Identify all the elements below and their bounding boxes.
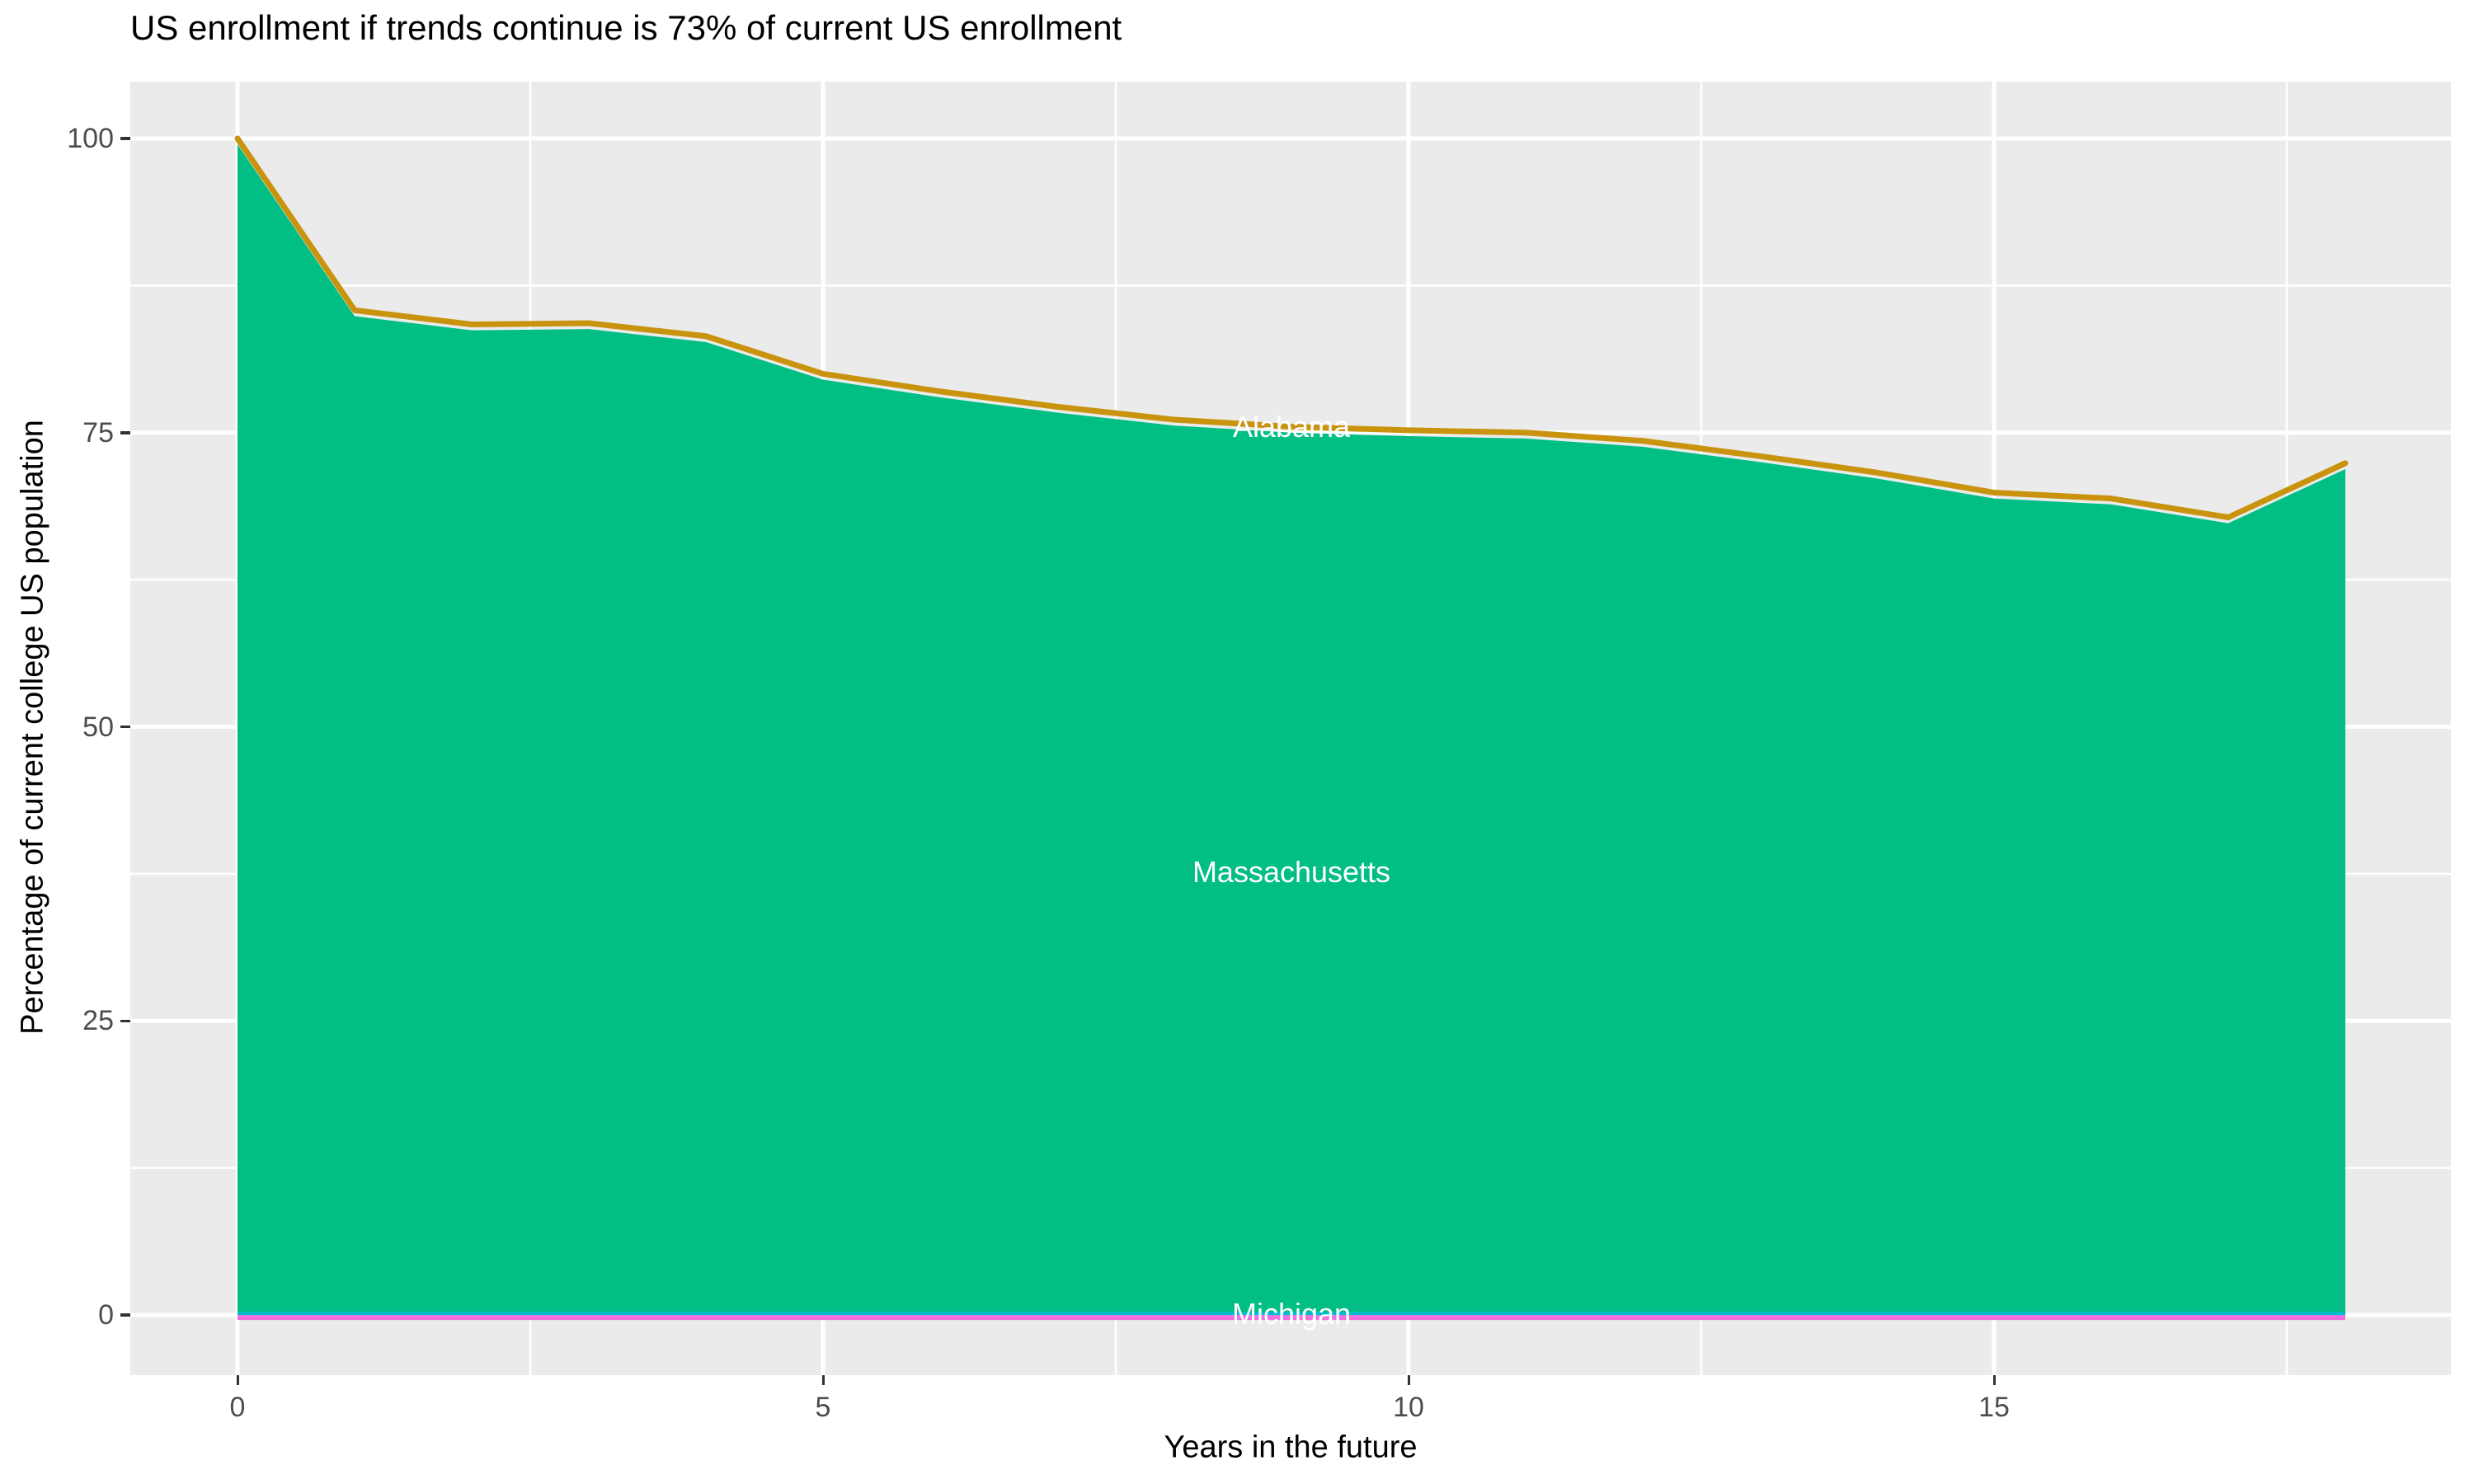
area-label-massachusetts: Massachusetts <box>1192 855 1391 890</box>
y-tick-mark <box>120 1019 130 1022</box>
area-massachusetts <box>238 144 2345 1315</box>
x-tick-mark <box>236 1375 239 1385</box>
y-tick-mark <box>120 431 130 434</box>
x-axis-title: Years in the future <box>1164 1430 1418 1465</box>
y-tick-label: 0 <box>98 1299 114 1331</box>
y-axis-title: Percentage of current college US populat… <box>15 420 50 1035</box>
area-alabama-top-line <box>234 135 2349 520</box>
x-tick-mark <box>821 1375 825 1385</box>
x-tick-label: 15 <box>1978 1392 2010 1423</box>
chart-svg <box>130 82 2451 1375</box>
area-label-michigan: Michigan <box>1231 1296 1352 1331</box>
y-tick-label: 25 <box>82 1005 114 1037</box>
x-tick-mark <box>1992 1375 1996 1385</box>
y-tick-mark <box>120 137 130 140</box>
x-tick-label: 10 <box>1393 1392 1424 1423</box>
x-tick-label: 5 <box>815 1392 831 1423</box>
y-tick-label: 50 <box>82 711 114 743</box>
x-tick-label: 0 <box>229 1392 246 1423</box>
plot-panel: Alabama Massachusetts Michigan <box>130 82 2451 1375</box>
y-tick-label: 100 <box>67 123 114 154</box>
x-tick-mark <box>1407 1375 1410 1385</box>
area-label-alabama: Alabama <box>1232 409 1351 444</box>
y-tick-mark <box>120 725 130 729</box>
y-tick-label: 75 <box>82 416 114 448</box>
y-tick-mark <box>120 1313 130 1317</box>
chart-title: US enrollment if trends continue is 73% … <box>130 8 1122 47</box>
